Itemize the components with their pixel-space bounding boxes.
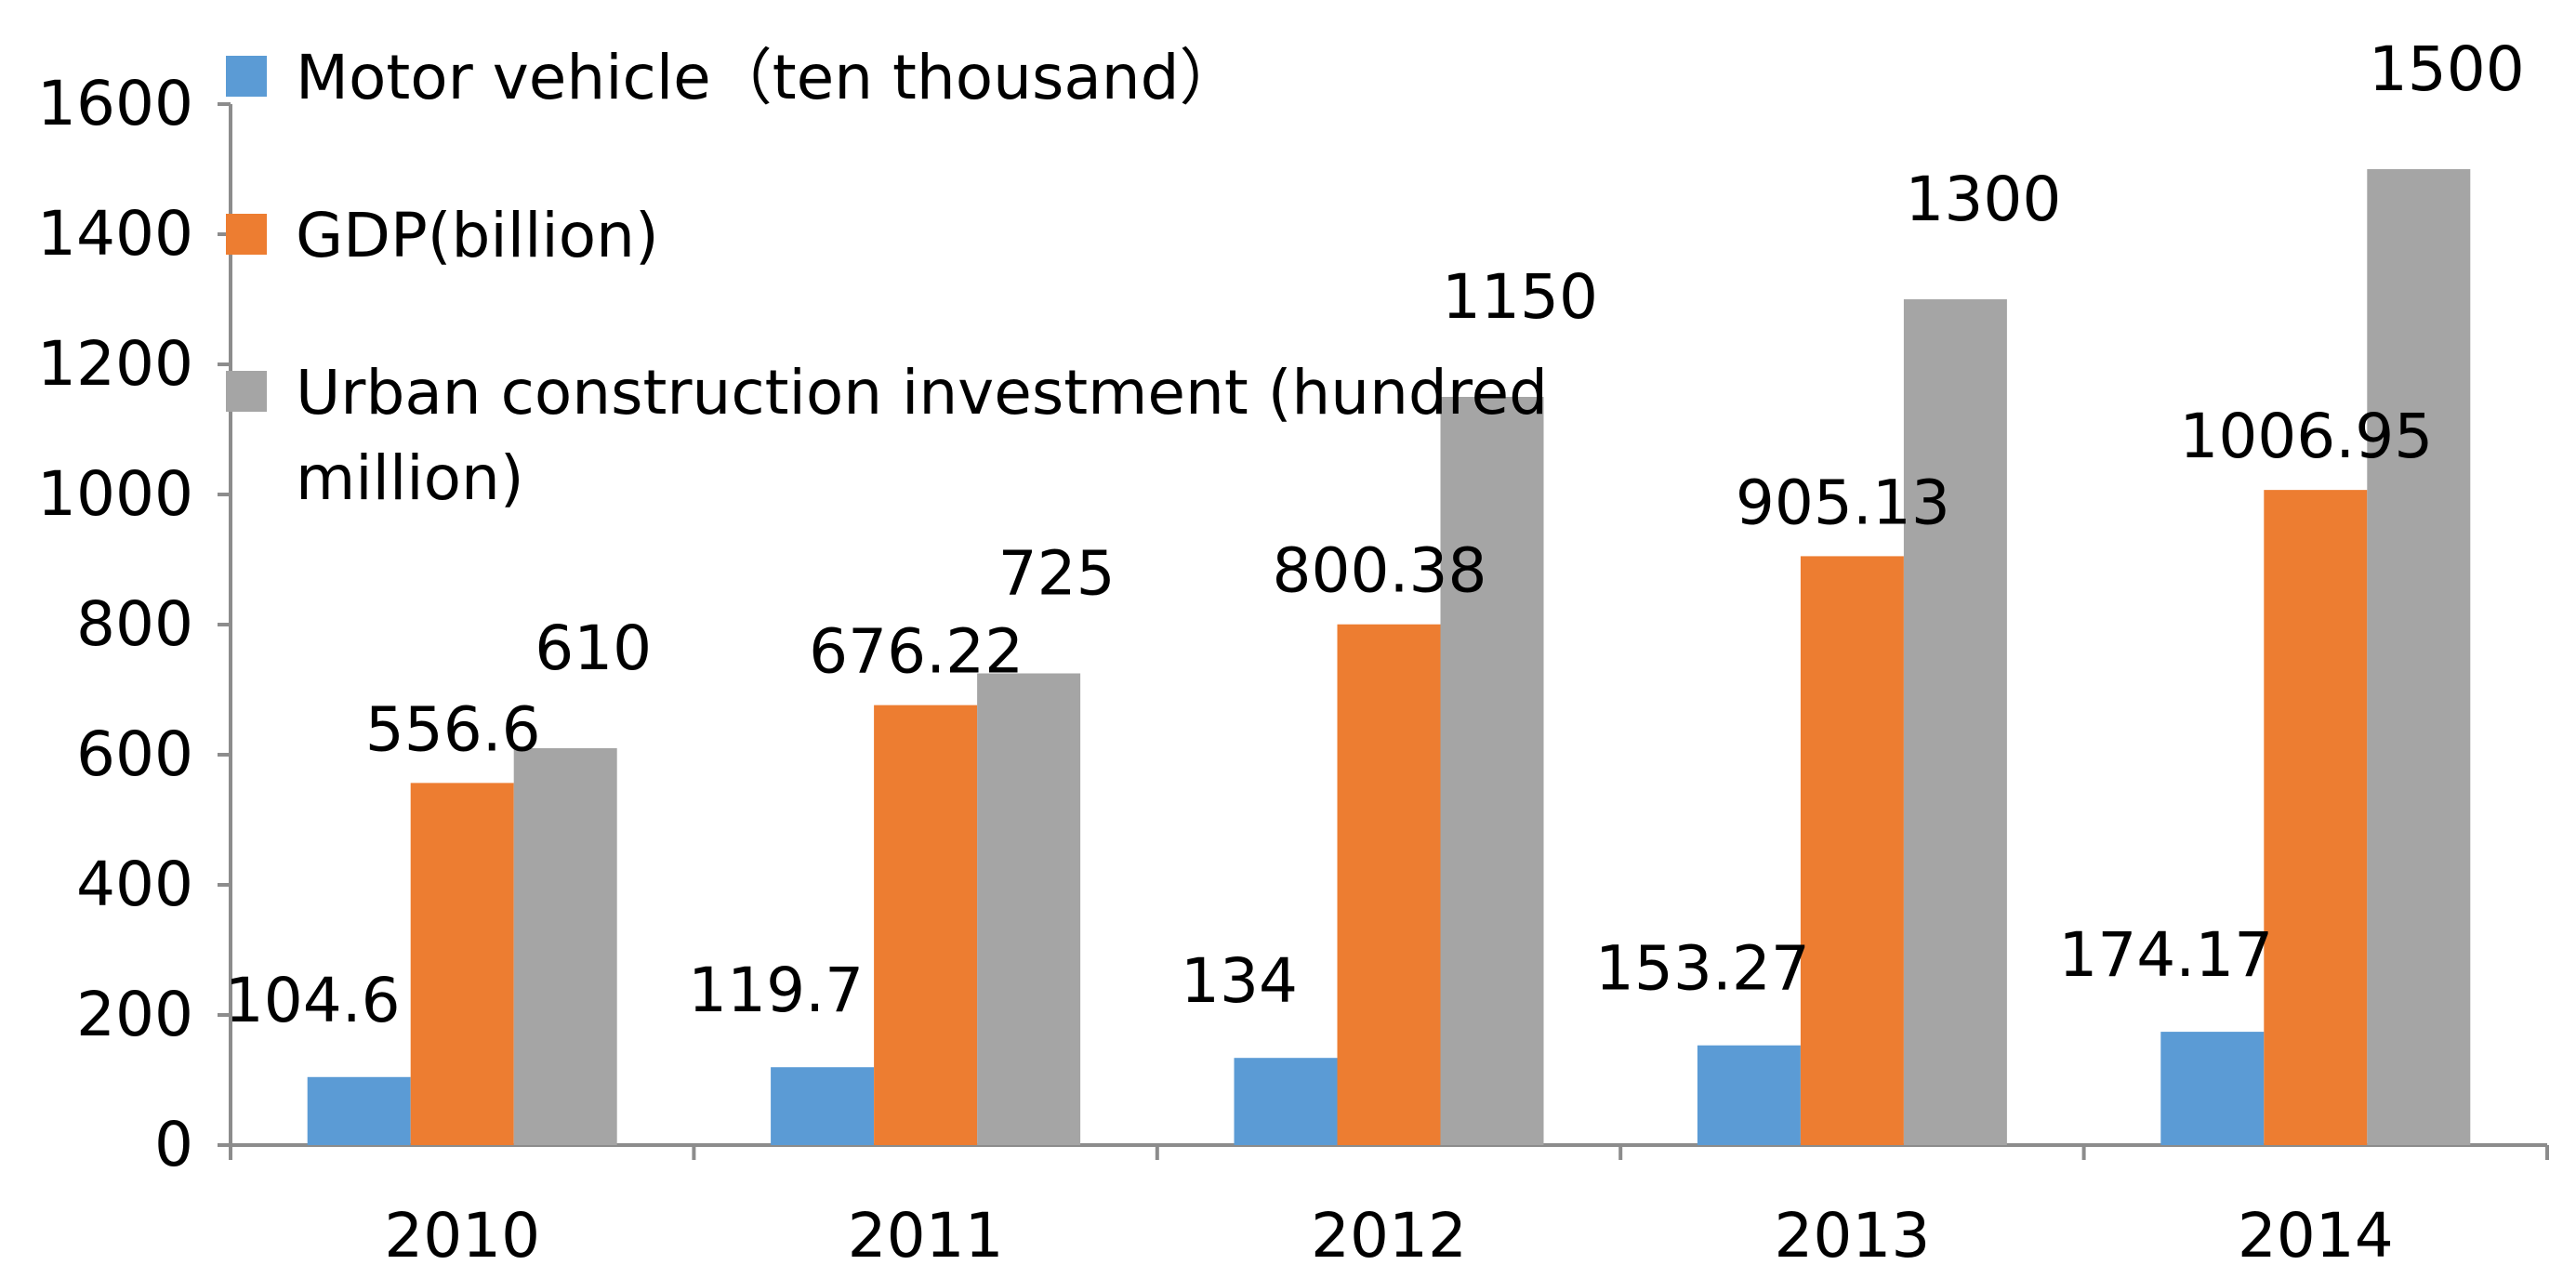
bar-motor-vehicle — [1697, 1045, 1801, 1145]
bar-urban-investment — [977, 673, 1081, 1145]
data-label: 610 — [535, 613, 652, 684]
chart-bars — [307, 169, 2471, 1145]
data-label: 556.6 — [365, 693, 541, 765]
data-label: 1500 — [2369, 33, 2525, 105]
x-tick-label: 2013 — [1774, 1200, 1930, 1271]
data-label: 153.27 — [1595, 933, 1810, 1005]
bar-urban-investment — [513, 748, 617, 1145]
y-tick-label: 1000 — [37, 458, 193, 530]
bar-urban-investment — [2367, 169, 2471, 1145]
y-tick-label: 0 — [154, 1109, 193, 1180]
y-tick-label: 1600 — [37, 68, 193, 139]
data-label: 104.6 — [225, 965, 401, 1036]
y-tick-label: 1400 — [37, 198, 193, 270]
y-tick-label: 800 — [76, 588, 193, 660]
bar-gdp — [874, 705, 978, 1145]
x-tick-label: 2012 — [1311, 1200, 1467, 1271]
y-tick-label: 600 — [76, 718, 193, 790]
data-label: 1150 — [1442, 261, 1598, 333]
legend-label: Motor vehicle（ten thousand） — [296, 42, 1241, 113]
bar-motor-vehicle — [1234, 1058, 1338, 1145]
bar-motor-vehicle — [307, 1076, 411, 1145]
legend-swatch — [226, 56, 267, 97]
y-tick-label: 1200 — [37, 328, 193, 400]
data-label: 134 — [1181, 945, 1298, 1017]
legend-label: million) — [296, 442, 524, 514]
legend-swatch — [226, 371, 267, 412]
data-label: 1300 — [1905, 164, 2061, 235]
data-label: 174.17 — [2058, 919, 2273, 991]
legend-swatch — [226, 214, 267, 255]
data-label: 119.7 — [688, 955, 864, 1026]
y-tick-label: 400 — [76, 849, 193, 920]
chart-legend: Motor vehicle（ten thousand） GDP(billion) U… — [226, 42, 1548, 514]
bar-motor-vehicle — [2160, 1032, 2265, 1145]
bar-gdp — [1337, 624, 1441, 1145]
legend-label: GDP(billion) — [296, 200, 659, 271]
x-tick-label: 2011 — [848, 1200, 1004, 1271]
data-label: 725 — [998, 538, 1116, 610]
data-label: 1006.95 — [2179, 401, 2433, 472]
x-tick-label: 2010 — [384, 1200, 540, 1271]
data-label: 800.38 — [1273, 535, 1487, 607]
bar-urban-investment — [1440, 397, 1544, 1145]
x-tick-label: 2014 — [2238, 1200, 2394, 1271]
bar-urban-investment — [1903, 299, 2007, 1145]
data-label: 905.13 — [1736, 467, 1950, 538]
y-tick-label: 200 — [76, 979, 193, 1050]
data-label: 676.22 — [809, 616, 1024, 688]
legend-label: Urban construction investment (hundred — [296, 357, 1548, 428]
bar-gdp — [2264, 490, 2368, 1145]
bar-motor-vehicle — [771, 1067, 875, 1145]
bar-gdp — [410, 783, 514, 1145]
bar-gdp — [1800, 556, 1904, 1145]
